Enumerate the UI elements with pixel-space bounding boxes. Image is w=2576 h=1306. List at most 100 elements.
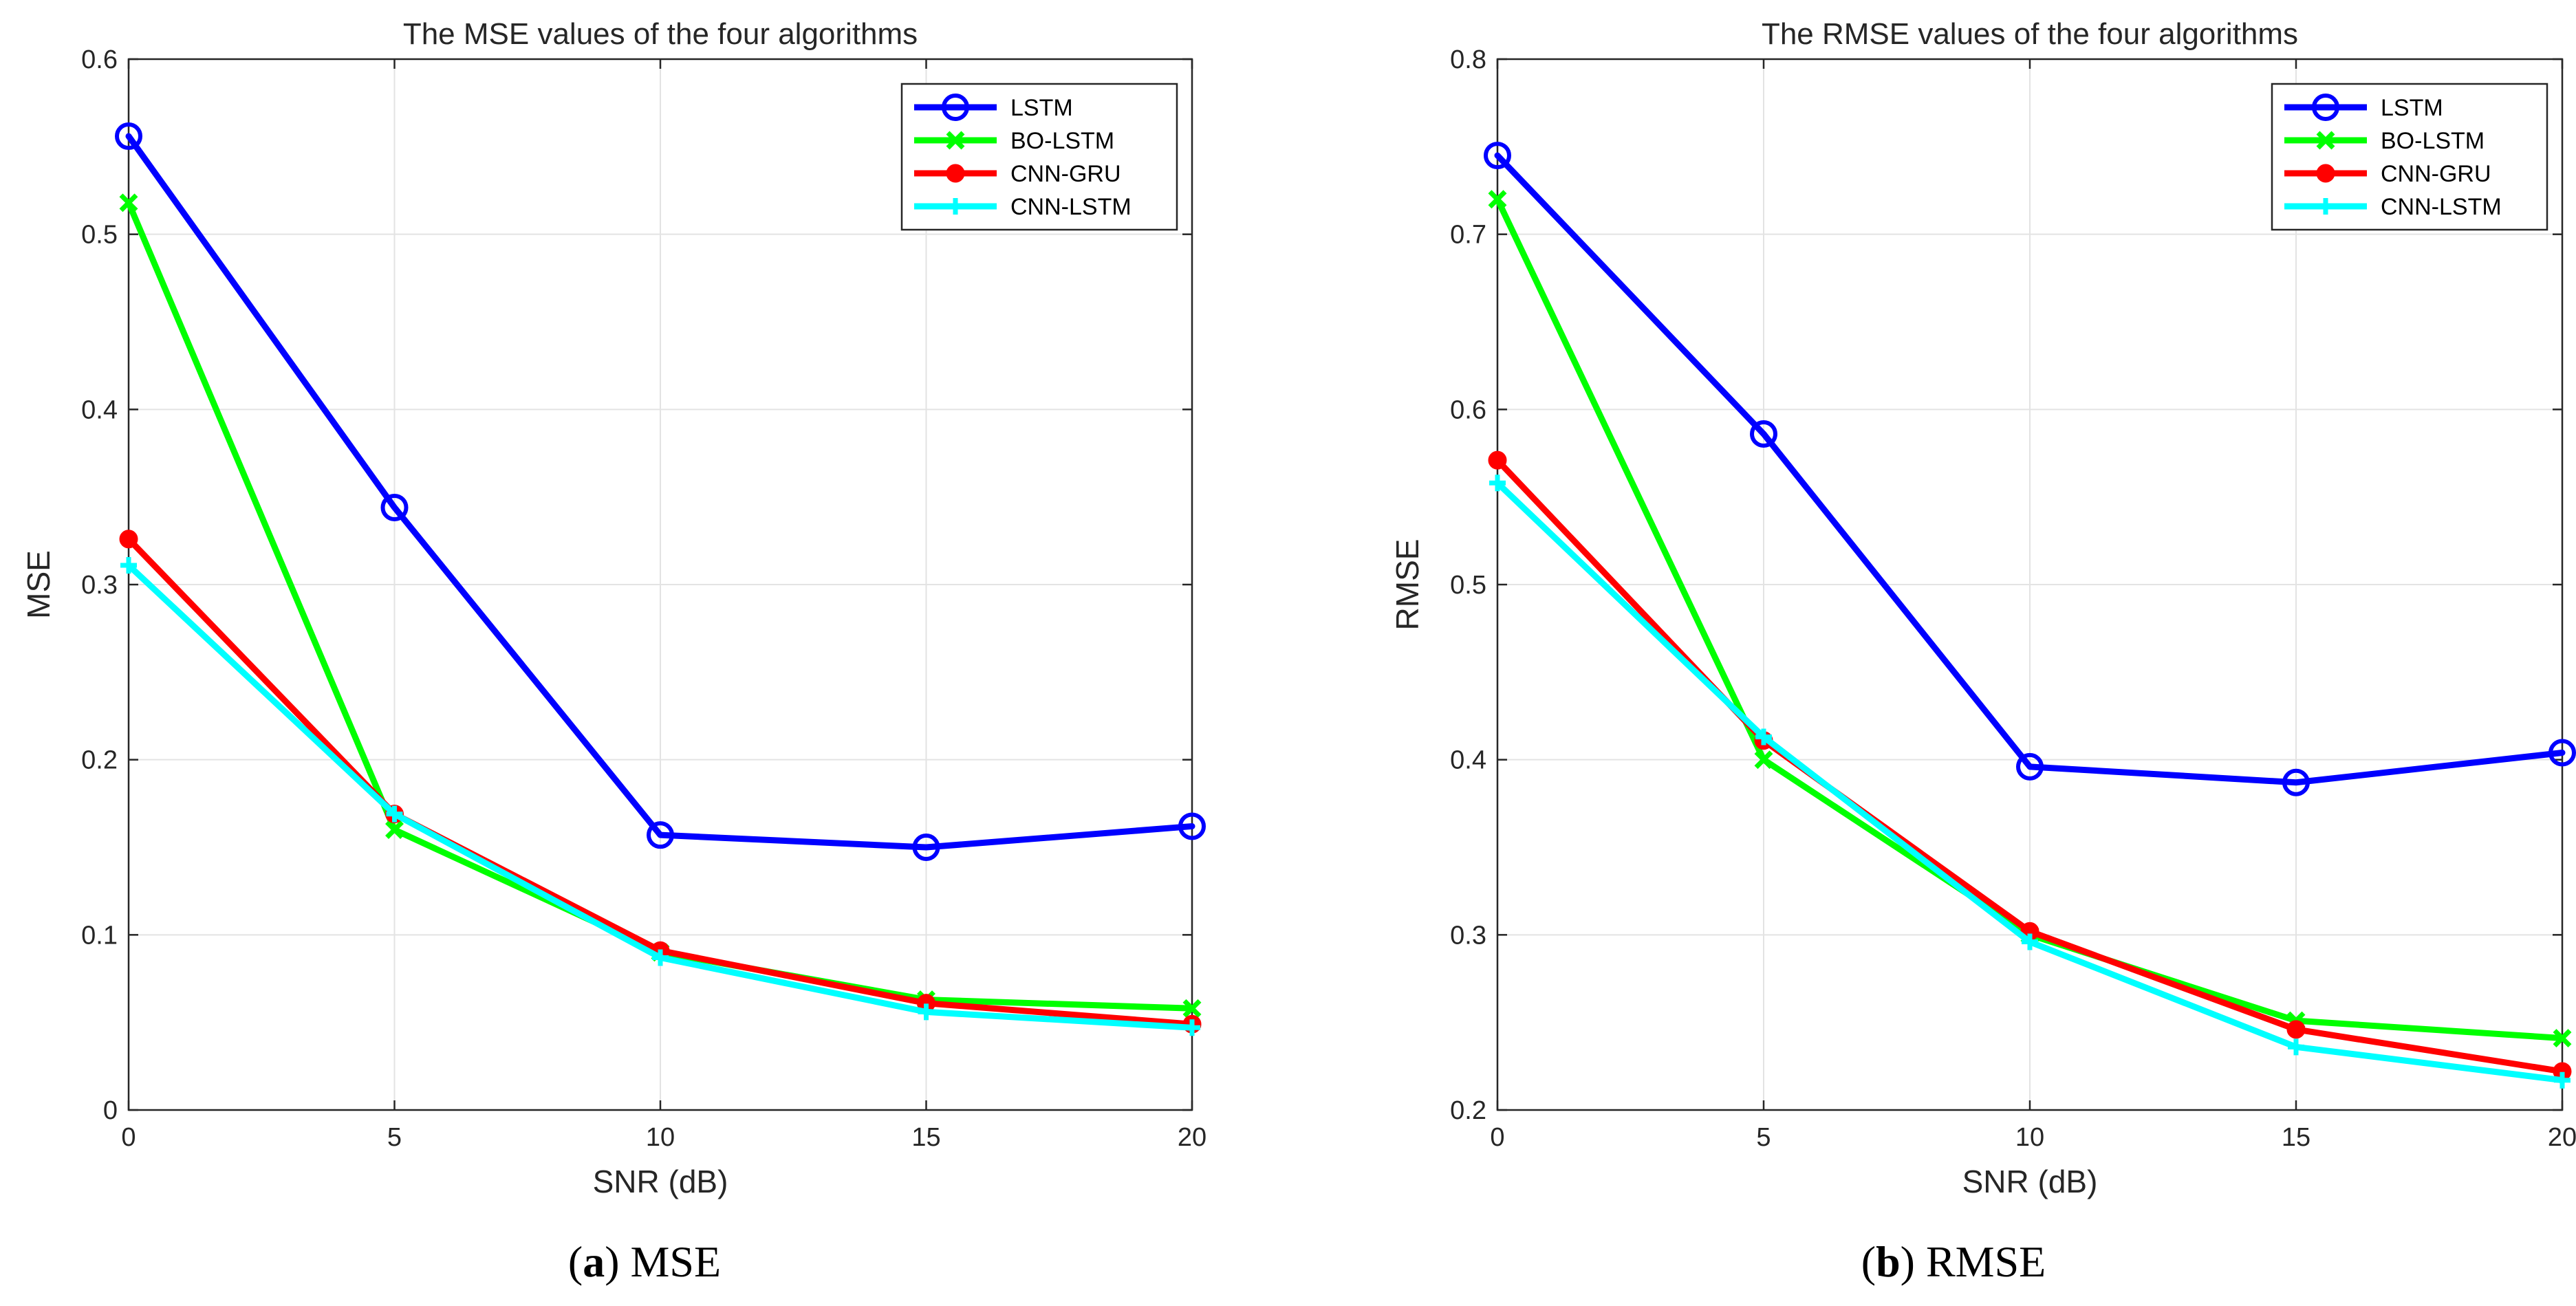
data-point (2016, 752, 2044, 781)
data-point (1182, 999, 1202, 1018)
legend-label: CNN-GRU (2381, 161, 2491, 187)
x-tick-label: 15 (2282, 1123, 2310, 1152)
data-point (1755, 728, 1772, 745)
series-lstm (1484, 142, 2576, 796)
data-point (1178, 812, 1206, 840)
y-tick-label: 0.5 (81, 221, 118, 250)
legend-marker (942, 94, 969, 121)
data-point (647, 821, 674, 849)
caption-text: RMSE (1926, 1237, 2046, 1286)
y-tick-label: 0.8 (1450, 45, 1486, 74)
y-axis-label: RMSE (1389, 539, 1425, 631)
data-point (119, 530, 138, 549)
x-axis-label: SNR (dB) (1962, 1164, 2098, 1199)
y-tick-label: 0.4 (1450, 746, 1486, 775)
legend-item-cnn-lstm: CNN-LSTM (2284, 194, 2502, 220)
legend-marker (946, 164, 965, 183)
y-tick-label: 0 (103, 1096, 118, 1125)
legend-marker (946, 131, 965, 150)
legend-label: BO-LSTM (2381, 128, 2485, 154)
x-tick-label: 0 (1490, 1123, 1504, 1152)
x-tick-label: 5 (1756, 1123, 1771, 1152)
data-point (385, 820, 404, 840)
series-line (125, 133, 1195, 851)
y-tick-label: 0.2 (81, 746, 118, 775)
legend-label: CNN-LSTM (2381, 194, 2502, 220)
legend-item-lstm: LSTM (914, 94, 1073, 121)
caption-text: MSE (631, 1237, 722, 1286)
series-lstm (115, 122, 1206, 861)
caption-letter: b (1876, 1237, 1901, 1286)
y-tick-label: 0.4 (81, 395, 118, 424)
legend-label: CNN-LSTM (1010, 194, 1132, 220)
chart-title: The MSE values of the four algorithms (403, 17, 918, 51)
legend: LSTM BO-LSTM CNN-GRU CNN-LSTM (900, 83, 1178, 231)
data-point (2548, 739, 2576, 767)
legend-marker (2317, 198, 2334, 215)
data-point (1750, 420, 1777, 448)
y-tick-label: 0.5 (1450, 571, 1486, 600)
caption: (a) MSE (568, 1237, 721, 1286)
data-point (2286, 1020, 2306, 1039)
legend-item-cnn-gru: CNN-GRU (2284, 161, 2491, 187)
x-axis-label: SNR (dB) (593, 1164, 728, 1199)
data-point (115, 122, 142, 151)
legend-label: LSTM (2381, 95, 2443, 121)
legend-marker (2316, 164, 2335, 183)
caption-letter: a (583, 1237, 605, 1286)
y-axis-label: MSE (21, 550, 56, 619)
legend-item-lstm: LSTM (2284, 94, 2443, 121)
x-tick-label: 0 (121, 1123, 136, 1152)
data-point (2022, 933, 2038, 950)
caption-paren: ( (568, 1237, 583, 1286)
y-tick-label: 0.7 (1450, 221, 1486, 250)
data-point (2282, 768, 2310, 796)
caption-paren: ( (1861, 1237, 1876, 1286)
legend: LSTM BO-LSTM CNN-GRU CNN-LSTM (2271, 83, 2548, 231)
data-point (386, 805, 403, 823)
data-point (918, 1003, 935, 1021)
plot-frame (127, 58, 1193, 1111)
x-tick-label: 20 (1178, 1123, 1206, 1152)
data-point (1484, 142, 1511, 170)
data-point (2288, 1038, 2304, 1056)
legend-item-bo-lstm: BO-LSTM (914, 128, 1114, 154)
x-tick-label: 20 (2548, 1123, 2576, 1152)
data-point (1488, 190, 1507, 209)
data-point (119, 193, 138, 213)
legend-item-cnn-lstm: CNN-LSTM (914, 194, 1132, 220)
data-point (1489, 475, 1506, 492)
legend-marker (2316, 131, 2335, 150)
panel-a: 0 0.1 0.2 0.3 0.4 0.5 0.6 0 5 10 15 20 The MSE value… (21, 17, 1206, 1286)
legend-marker (947, 198, 964, 215)
series-cnn-lstm (120, 556, 1200, 1036)
data-point (1754, 750, 1773, 770)
plot-frame (1496, 58, 2564, 1111)
caption-paren: ) (605, 1237, 630, 1286)
legend-marker (2312, 94, 2339, 121)
data-point (912, 834, 940, 861)
caption-paren: ) (1901, 1237, 1926, 1286)
series-cnn-lstm (1489, 475, 2570, 1089)
data-point (652, 949, 669, 966)
y-tick-label: 0.3 (81, 571, 118, 600)
x-tick-label: 5 (387, 1123, 402, 1152)
data-point (1488, 450, 1507, 470)
data-point (2554, 1071, 2570, 1089)
x-tick-label: 10 (2015, 1123, 2044, 1152)
data-point (1184, 1019, 1200, 1036)
panel-b: 0.2 0.3 0.4 0.5 0.6 0.7 0.8 0 5 10 15 20 The RMSE va… (1389, 17, 2576, 1286)
legend-label: LSTM (1010, 95, 1073, 121)
legend-label: CNN-GRU (1010, 161, 1121, 187)
data-point (380, 493, 409, 521)
y-tick-label: 0.6 (81, 45, 118, 74)
chart-title: The RMSE values of the four algorithms (1762, 17, 2298, 51)
y-tick-label: 0.1 (81, 921, 118, 950)
y-tick-label: 0.3 (1450, 921, 1486, 950)
y-tick-label: 0.2 (1450, 1096, 1486, 1125)
legend-label: BO-LSTM (1010, 128, 1114, 154)
y-tick-label: 0.6 (1450, 395, 1486, 424)
x-tick-label: 10 (646, 1123, 675, 1152)
x-tick-label: 15 (911, 1123, 940, 1152)
